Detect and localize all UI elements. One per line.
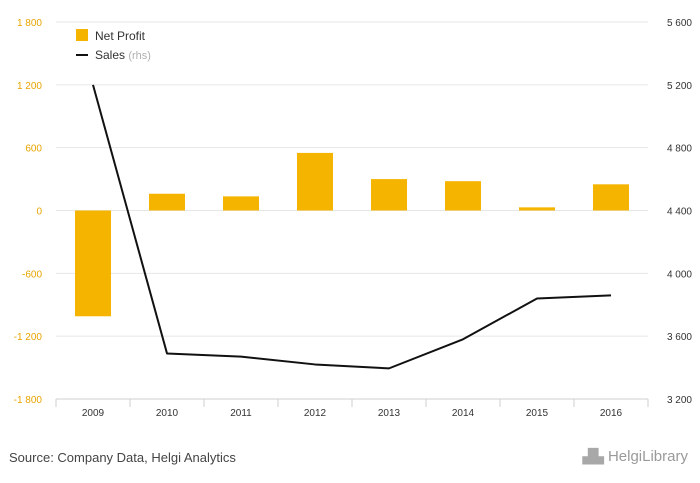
right-tick-label: 3 200 bbox=[667, 395, 692, 406]
right-tick-label: 5 600 bbox=[667, 18, 692, 29]
x-tick-label: 2014 bbox=[452, 408, 475, 419]
x-tick-label: 2015 bbox=[526, 408, 549, 419]
right-tick-label: 3 600 bbox=[667, 332, 692, 343]
net-profit-bar bbox=[149, 193, 185, 211]
left-tick-label: 600 bbox=[25, 144, 42, 155]
legend-label-net-profit: Net Profit bbox=[95, 29, 146, 43]
left-tick-label: 0 bbox=[36, 207, 42, 218]
left-tick-label: -1 800 bbox=[14, 395, 43, 406]
x-tick-label: 2013 bbox=[378, 408, 401, 419]
left-tick-label: 1 800 bbox=[17, 18, 42, 29]
left-tick-label: -600 bbox=[22, 269, 42, 280]
x-tick-label: 2012 bbox=[304, 408, 327, 419]
legend-label-sales: Sales (rhs) bbox=[95, 48, 151, 62]
x-tick-label: 2010 bbox=[156, 408, 179, 419]
combo-chart: -1 800 -1 200 -600 0 600 1 200 1 800 3 200 3 600… bbox=[14, 18, 693, 419]
legend-marker-net-profit bbox=[76, 29, 88, 41]
x-tick-label: 2016 bbox=[600, 408, 623, 419]
net-profit-bar bbox=[593, 184, 629, 211]
brand-logo[interactable]: ▟▙ HelgiLibrary bbox=[582, 448, 688, 465]
right-tick-label: 4 000 bbox=[667, 269, 692, 280]
helgi-logo-icon: ▟▙ bbox=[582, 448, 604, 464]
net-profit-bar bbox=[75, 210, 111, 317]
net-profit-bar bbox=[371, 179, 407, 211]
net-profit-bar bbox=[223, 196, 259, 211]
brand-name: HelgiLibrary bbox=[607, 448, 688, 465]
net-profit-bar bbox=[445, 181, 481, 211]
net-profit-bar bbox=[297, 152, 333, 211]
source-note: Source: Company Data, Helgi Analytics bbox=[9, 450, 236, 465]
right-tick-label: 4 400 bbox=[667, 207, 692, 218]
x-tick-label: 2011 bbox=[230, 408, 252, 419]
left-tick-label: -1 200 bbox=[14, 332, 43, 343]
right-tick-label: 5 200 bbox=[667, 81, 692, 92]
sales-line bbox=[92, 84, 612, 370]
net-profit-bar bbox=[519, 207, 555, 211]
footer: Source: Company Data, Helgi Analytics ▟▙… bbox=[0, 420, 700, 483]
right-tick-label: 4 800 bbox=[667, 144, 692, 155]
left-tick-label: 1 200 bbox=[17, 81, 42, 92]
x-tick-label: 2009 bbox=[82, 408, 105, 419]
legend-suffix-rhs: (rhs) bbox=[128, 50, 151, 62]
